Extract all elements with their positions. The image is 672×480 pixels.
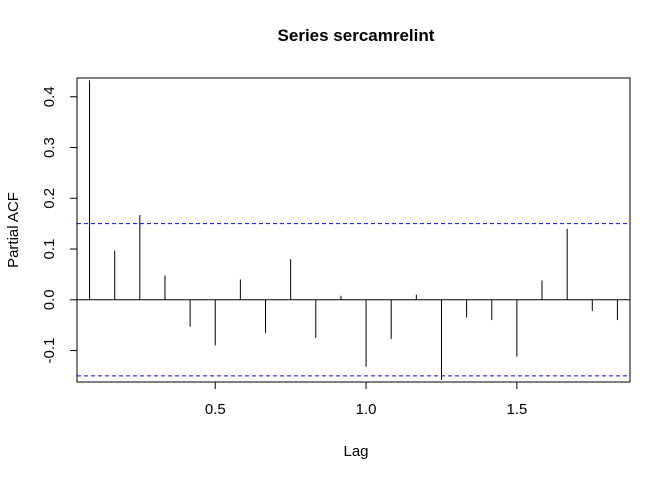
y-tick-label: 0.3 [41,137,58,158]
y-axis: -0.1 0.0 0.1 0.2 0.3 0.4 [41,86,78,364]
x-tick-label: 1.5 [506,401,527,418]
x-axis: 0.5 1.0 1.5 [205,381,527,418]
pacf-bars [89,80,618,380]
y-tick-label: -0.1 [41,338,58,364]
y-tick-label: 0.0 [41,289,58,310]
y-axis-label: Partial ACF [5,192,22,268]
plot-frame [76,77,631,383]
chart-title: Series sercamrelint [278,26,435,45]
x-axis-label: Lag [343,443,368,460]
y-tick-label: 0.2 [41,188,58,209]
confidence-bounds [77,223,630,377]
y-tick-label: 0.1 [41,239,58,260]
y-tick-label: 0.4 [41,86,58,107]
x-tick-label: 1.0 [356,401,377,418]
x-tick-label: 0.5 [205,401,226,418]
